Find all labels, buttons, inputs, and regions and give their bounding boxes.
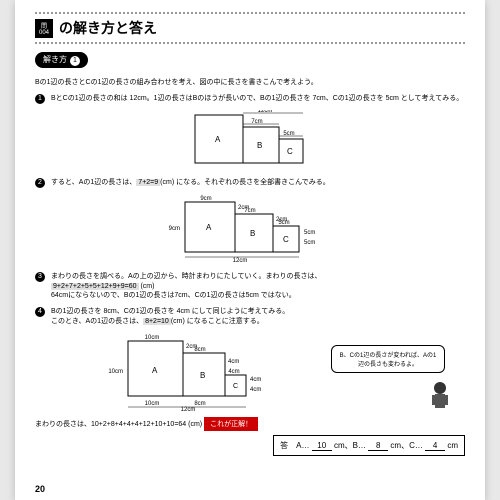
title-row: 問004 の解き方と答え xyxy=(35,18,465,38)
svg-text:2cm: 2cm xyxy=(238,205,249,211)
svg-text:10cm: 10cm xyxy=(145,401,160,407)
svg-text:A: A xyxy=(206,223,212,232)
diagram-1: A B C 12cm 7cm 5cm xyxy=(35,110,465,172)
step-3: 3 まわりの長さを調べる。Aの上の辺から、時計まわりにたしていく。まわりの長さは… xyxy=(35,272,465,301)
bullet-4: 4 xyxy=(35,307,45,317)
step-2: 2 すると、Aの1辺の長さは、7+2=9(cm) になる。それぞれの長さを全部書… xyxy=(35,178,465,188)
svg-text:4cm: 4cm xyxy=(250,377,261,383)
svg-text:B: B xyxy=(250,229,255,238)
svg-text:12cm: 12cm xyxy=(258,110,273,114)
bullet-1: 1 xyxy=(35,94,45,104)
answer-box: 答 A… 10 cm、B… 8 cm、C… 4 cm xyxy=(273,435,465,456)
svg-text:C: C xyxy=(233,383,238,390)
diagram-2: A B C 9cm 7cm 5cm 9cm 12cm 2cm 2cm 5cm 5… xyxy=(35,194,465,266)
correct-badge: これが正解！ xyxy=(204,417,258,431)
step3-text: まわりの長さを調べる。Aの上の辺から、時計まわりにたしていく。まわりの長さは、 … xyxy=(51,272,465,301)
speech-bubble: B、Cの1辺の長さが変われば、Aの1辺の長さも変わるよ。 xyxy=(331,345,445,373)
svg-text:7cm: 7cm xyxy=(251,119,262,125)
svg-text:4cm: 4cm xyxy=(250,387,261,393)
step4-text: Bの1辺の長さを 8cm、Cの1辺の長さを 4cm にして同じように考えてみる。… xyxy=(51,307,465,327)
textbook-page: 問004 の解き方と答え 解き方1 Bの1辺の長さとCの1辺の長さの組み合わせを… xyxy=(15,0,485,500)
svg-text:4cm: 4cm xyxy=(228,359,239,365)
svg-text:9cm: 9cm xyxy=(169,226,180,232)
method-label: 解き方1 xyxy=(35,52,88,68)
character-icon xyxy=(425,378,455,413)
svg-text:9cm: 9cm xyxy=(200,196,211,202)
svg-text:C: C xyxy=(287,147,293,156)
svg-text:12cm: 12cm xyxy=(233,258,248,264)
svg-text:5cm: 5cm xyxy=(304,230,315,236)
svg-text:10cm: 10cm xyxy=(108,369,123,375)
svg-text:5cm: 5cm xyxy=(283,131,294,137)
svg-text:A: A xyxy=(215,135,221,144)
svg-text:B: B xyxy=(257,141,262,150)
svg-text:2cm: 2cm xyxy=(186,344,197,350)
bot-dotline xyxy=(35,42,465,44)
svg-text:10cm: 10cm xyxy=(145,335,160,341)
bullet-3: 3 xyxy=(35,272,45,282)
step2-text: すると、Aの1辺の長さは、7+2=9(cm) になる。それぞれの長さを全部書きこ… xyxy=(51,178,465,188)
svg-text:2cm: 2cm xyxy=(276,217,287,223)
step1-text: BとCの1辺の長さの和は 12cm。1辺の長さはBのほうが長いので、Bの1辺の長… xyxy=(51,94,465,104)
page-title: の解き方と答え xyxy=(59,18,157,38)
problem-tag: 問004 xyxy=(35,19,53,38)
page-number: 20 xyxy=(35,484,45,494)
top-dotline xyxy=(35,12,465,14)
svg-text:5cm: 5cm xyxy=(304,240,315,246)
bullet-2: 2 xyxy=(35,178,45,188)
svg-text:4cm: 4cm xyxy=(228,369,239,375)
step-1: 1 BとCの1辺の長さの和は 12cm。1辺の長さはBのほうが長いので、Bの1辺… xyxy=(35,94,465,104)
step-4: 4 Bの1辺の長さを 8cm、Cの1辺の長さを 4cm にして同じように考えてみ… xyxy=(35,307,465,327)
svg-text:C: C xyxy=(283,235,289,244)
final-line: まわりの長さは、10+2+8+4+4+4+12+10+10=64 (cm) これ… xyxy=(35,417,465,431)
svg-text:12cm: 12cm xyxy=(181,407,196,411)
svg-text:B: B xyxy=(200,371,205,380)
svg-text:A: A xyxy=(152,366,158,375)
diagram-3: A B C 10cm 8cm 4cm 10cm 10cm 8cm 2cm 4cm… xyxy=(35,333,465,413)
intro-text: Bの1辺の長さとCの1辺の長さの組み合わせを考え、図の中に長さを書きこんで考えよ… xyxy=(35,78,465,88)
svg-text:8cm: 8cm xyxy=(194,401,205,407)
